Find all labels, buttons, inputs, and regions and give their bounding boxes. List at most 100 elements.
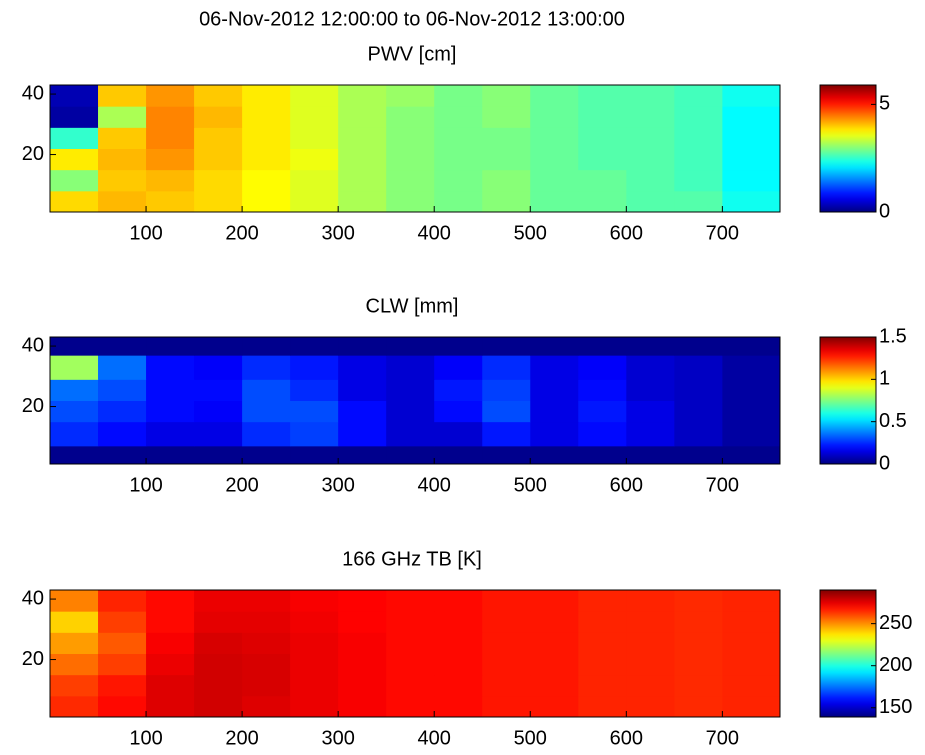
heat-cell xyxy=(290,169,339,192)
heat-cell xyxy=(578,611,627,633)
heat-cell xyxy=(290,653,339,676)
heat-cell xyxy=(578,190,627,213)
heat-cell xyxy=(242,632,291,654)
heat-cell xyxy=(482,379,531,401)
heat-cell xyxy=(338,421,387,447)
heat-cell xyxy=(50,106,99,128)
y-tick-label: 40 xyxy=(22,587,44,609)
heat-cell xyxy=(386,653,435,676)
plot-frame xyxy=(49,84,781,213)
heat-cell xyxy=(386,190,435,213)
heat-cell xyxy=(242,400,291,423)
x-tick-label: 700 xyxy=(706,222,739,244)
heat-cell xyxy=(482,445,531,465)
heat-cell xyxy=(674,379,723,401)
plot-frame xyxy=(49,589,781,718)
heat-cell xyxy=(338,190,387,213)
heat-cell xyxy=(50,148,99,171)
heat-cell xyxy=(674,85,723,107)
heat-cell xyxy=(50,127,99,149)
x-tick-label: 200 xyxy=(225,727,258,749)
heat-cell xyxy=(146,355,195,380)
heat-cell xyxy=(98,127,147,149)
heat-cell xyxy=(482,400,531,423)
heat-cell xyxy=(146,106,195,128)
heat-cell xyxy=(578,127,627,149)
heat-cell xyxy=(338,379,387,401)
heat-cell xyxy=(290,190,339,213)
heat-cell xyxy=(530,611,579,633)
heat-cell xyxy=(146,632,195,654)
heat-cell xyxy=(386,106,435,128)
heat-cell xyxy=(194,632,243,654)
heat-cell xyxy=(626,148,675,171)
heat-cell xyxy=(482,148,531,171)
heat-cell xyxy=(578,355,627,380)
heat-cell xyxy=(50,379,99,401)
heat-cell xyxy=(50,85,99,107)
heat-cell xyxy=(146,379,195,401)
heat-cell xyxy=(98,695,147,718)
heat-cell xyxy=(434,653,483,676)
heat-cell xyxy=(338,590,387,612)
heat-cell xyxy=(722,674,781,697)
heat-cell xyxy=(722,106,781,128)
heat-cell xyxy=(722,379,781,401)
heat-cell xyxy=(98,632,147,654)
heat-cell xyxy=(530,337,579,356)
heat-cell xyxy=(722,590,781,612)
heat-cell xyxy=(290,106,339,128)
heat-cell xyxy=(386,695,435,718)
heat-cell xyxy=(626,445,675,465)
x-tick-label: 400 xyxy=(418,727,451,749)
heat-cell xyxy=(146,169,195,192)
heat-cell xyxy=(98,421,147,447)
heat-cell xyxy=(674,190,723,213)
heat-cell xyxy=(434,379,483,401)
x-tick-label: 400 xyxy=(418,474,451,496)
heat-cell xyxy=(290,590,339,612)
heat-cell xyxy=(578,445,627,465)
colorbar-tick-label: 0 xyxy=(879,452,890,474)
heat-cell xyxy=(98,106,147,128)
heat-cell xyxy=(626,400,675,423)
colorbar-tick-label: 0.5 xyxy=(879,410,907,432)
heat-cell xyxy=(242,421,291,447)
heat-cell xyxy=(578,106,627,128)
heat-cell xyxy=(482,190,531,213)
heat-cell xyxy=(674,674,723,697)
x-tick-label: 700 xyxy=(706,727,739,749)
heat-cell xyxy=(194,611,243,633)
heat-cell xyxy=(194,337,243,356)
heat-cell xyxy=(50,400,99,423)
heat-cell xyxy=(194,445,243,465)
heat-cell xyxy=(674,445,723,465)
heat-cell xyxy=(578,421,627,447)
x-tick-label: 500 xyxy=(514,727,547,749)
heat-cell xyxy=(338,106,387,128)
heat-cell xyxy=(386,337,435,356)
heat-cell xyxy=(338,355,387,380)
heat-cell xyxy=(674,632,723,654)
colorbar xyxy=(819,336,877,465)
heat-cell xyxy=(674,400,723,423)
heat-cell xyxy=(242,337,291,356)
plot-frame xyxy=(49,336,781,465)
heat-cell xyxy=(578,674,627,697)
heat-cell xyxy=(242,590,291,612)
heat-cell xyxy=(482,674,531,697)
y-tick-label: 40 xyxy=(22,82,44,104)
heat-cell xyxy=(50,337,99,356)
heat-cell xyxy=(386,169,435,192)
heat-cell xyxy=(338,445,387,465)
heat-cell xyxy=(50,169,99,192)
heat-cell xyxy=(482,695,531,718)
heat-cell xyxy=(194,169,243,192)
heat-cell xyxy=(290,611,339,633)
panel-title: 166 GHz TB [K] xyxy=(342,548,482,570)
heat-cell xyxy=(482,421,531,447)
heat-cell xyxy=(434,400,483,423)
x-tick-label: 600 xyxy=(610,222,643,244)
heat-cell xyxy=(626,106,675,128)
heat-cell xyxy=(482,632,531,654)
